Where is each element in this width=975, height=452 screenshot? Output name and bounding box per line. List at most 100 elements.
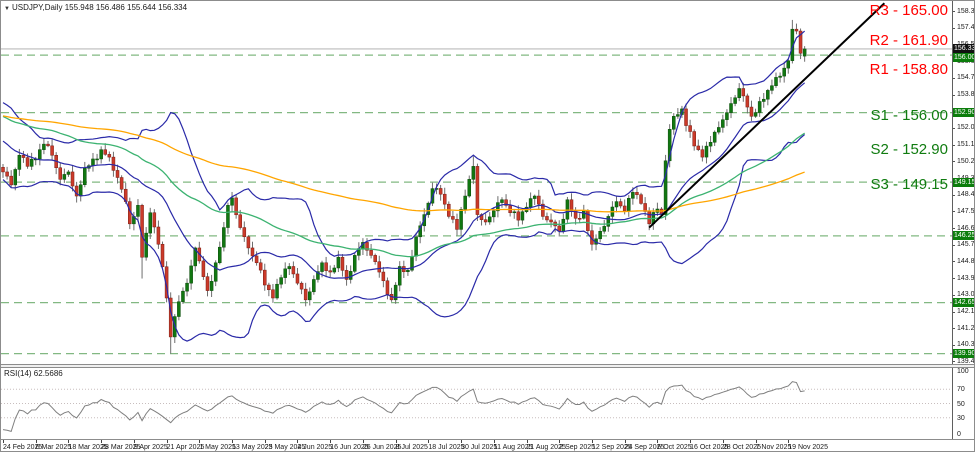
- candle-body: [136, 205, 140, 217]
- candle-body: [213, 262, 218, 282]
- date-axis[interactable]: 24 Feb 2025 6 Mar 2025 18 Mar 2025 28 Mar 2…: [1, 439, 974, 451]
- level-price-tag[interactable]: 149.150: [953, 177, 974, 187]
- price-tick-label: 150.270: [957, 157, 975, 165]
- candle-body: [38, 149, 42, 160]
- date-tick-mark: [395, 440, 397, 443]
- candle-body: [528, 198, 533, 208]
- date-tick-mark: [330, 440, 332, 443]
- candle-body: [537, 195, 541, 205]
- candle-body: [283, 268, 287, 278]
- candle-body: [614, 201, 619, 208]
- candle-body: [340, 256, 345, 271]
- candle-body: [770, 85, 774, 91]
- candle-body: [757, 101, 762, 113]
- candle-body: [475, 166, 480, 215]
- price-axis[interactable]: 158.370157.470156.570155.670154.770153.8…: [953, 1, 975, 365]
- candle-body: [111, 156, 116, 171]
- candle-body: [598, 231, 602, 240]
- rsi-value: 62.5686: [33, 369, 63, 378]
- date-label: 24 Sep 2025: [624, 444, 665, 451]
- candle-body: [193, 247, 197, 267]
- date-tick-mark: [428, 440, 430, 443]
- date-tick-mark: [133, 440, 135, 443]
- date-label: 18 Jul 2025: [428, 444, 465, 451]
- rsi-canvas[interactable]: [1, 368, 952, 439]
- date-tick-mark: [199, 440, 201, 443]
- candle-body: [541, 203, 545, 217]
- candle-body: [181, 290, 185, 302]
- trend-line[interactable]: [648, 2, 886, 229]
- price-tick-mark: [953, 228, 955, 230]
- moving-average-orange: [2, 115, 805, 213]
- candle-body: [492, 210, 496, 218]
- candle-body: [348, 271, 353, 280]
- rsi-name: RSI(14): [4, 369, 32, 378]
- date-tick-mark: [526, 440, 528, 443]
- date-tick-mark: [461, 440, 463, 443]
- candle-body: [500, 199, 504, 203]
- price-tick-label: 143.070: [957, 291, 975, 299]
- level-price-tag[interactable]: 139.900: [953, 349, 974, 359]
- candle-body: [205, 276, 210, 291]
- candle-body: [745, 95, 750, 108]
- date-tick-mark: [624, 440, 626, 443]
- ohlc-values: 155.948 156.486 155.644 156.334: [64, 3, 188, 12]
- level-price-tag[interactable]: 156.000: [953, 53, 974, 63]
- main-chart-pane[interactable]: ▼ USDJPY,Daily 155.948 156.486 155.644 15…: [1, 1, 952, 364]
- candle-body: [62, 174, 67, 180]
- candle-body: [729, 103, 733, 113]
- collapse-chart-icon[interactable]: ▼: [4, 6, 10, 12]
- candle-body: [418, 225, 422, 238]
- date-label: 26 Jun 2025: [362, 444, 402, 451]
- rsi-axis-label: 50: [957, 400, 965, 408]
- price-tick-label: 158.370: [957, 7, 975, 15]
- resistance-label-1: R2 - 161.90: [869, 32, 948, 49]
- candle-body: [78, 184, 83, 197]
- candle-body: [631, 192, 635, 199]
- candle-body: [95, 158, 99, 161]
- rsi-line: [2, 381, 805, 433]
- axis-divider-line: [952, 1, 953, 439]
- resistance-label-2: R1 - 158.80: [869, 61, 948, 78]
- candle-body: [271, 289, 275, 299]
- candle-body: [786, 60, 791, 69]
- candle-body: [312, 279, 316, 293]
- bollinger-middle-band: [2, 82, 806, 279]
- candle-body: [622, 205, 627, 212]
- price-tick-label: 143.970: [957, 274, 975, 282]
- rsi-pane[interactable]: RSI(14) 62.5686: [1, 368, 952, 439]
- date-label: 18 Mar 2025: [68, 444, 108, 451]
- date-tick-mark: [3, 440, 4, 443]
- date-label: 1 May 2025: [199, 444, 236, 451]
- candle-body: [717, 127, 721, 133]
- candle-body: [279, 277, 283, 285]
- candle-body: [635, 192, 639, 195]
- level-price-tag[interactable]: 152.900: [953, 108, 974, 118]
- date-label: 21 Aug 2025: [526, 444, 566, 451]
- date-label: 2 Sep 2025: [559, 444, 596, 451]
- candle-body: [618, 201, 623, 207]
- candle-body: [487, 216, 492, 223]
- candle-body: [802, 48, 807, 57]
- pane-separator[interactable]: [1, 364, 974, 368]
- price-tick-label: 144.870: [957, 257, 975, 265]
- candle-body: [463, 195, 467, 210]
- candle-body: [156, 226, 161, 245]
- main-chart-canvas[interactable]: [1, 1, 952, 364]
- resistance-label-0: R3 - 165.00: [869, 2, 948, 19]
- candle-body: [582, 210, 586, 219]
- candle-body: [798, 30, 803, 54]
- candle-body: [50, 145, 54, 156]
- candle-body: [504, 199, 508, 206]
- candle-body: [569, 199, 574, 211]
- rsi-axis-label: 100: [957, 368, 969, 375]
- date-tick-mark: [166, 440, 168, 443]
- candle-body: [663, 160, 668, 215]
- candle-body: [406, 269, 410, 273]
- candle-body: [369, 250, 373, 256]
- level-price-tag[interactable]: 142.650: [953, 298, 974, 308]
- date-tick-mark: [264, 440, 266, 443]
- date-tick-mark: [297, 440, 299, 443]
- candle-body: [647, 211, 651, 225]
- level-price-tag[interactable]: 146.250: [953, 231, 974, 241]
